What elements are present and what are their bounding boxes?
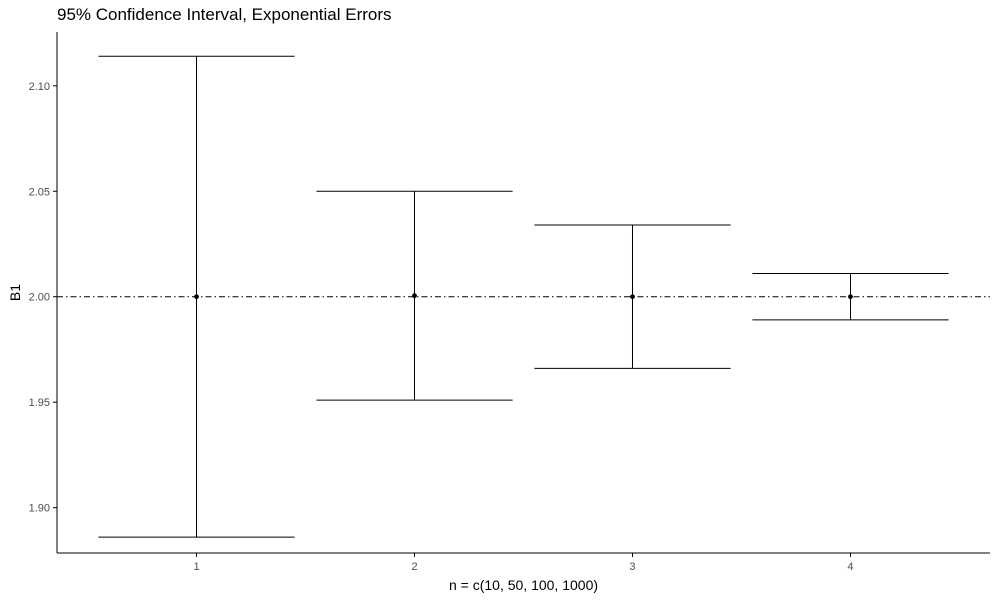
estimate-point [412, 293, 417, 299]
estimate-point [630, 294, 635, 300]
error-bar-3 [534, 224, 731, 369]
y-tick-label: 2.00 [29, 292, 50, 304]
y-tick-label: 2.10 [29, 81, 50, 93]
y-tick-label: 1.90 [29, 503, 50, 515]
error-bar-1 [98, 55, 295, 538]
x-tick-label: 3 [629, 561, 635, 573]
x-tick-label: 4 [847, 561, 853, 573]
error-bars-layer [98, 55, 949, 538]
x-axis-title: n = c(10, 50, 100, 1000) [449, 577, 598, 593]
estimate-point [194, 294, 199, 300]
chart-title: 95% Confidence Interval, Exponential Err… [57, 5, 392, 24]
y-tick-label: 2.05 [29, 186, 50, 198]
y-tick-label: 1.95 [29, 397, 50, 409]
error-bar-4 [752, 273, 949, 321]
x-tick-label: 2 [411, 561, 417, 573]
x-tick-label: 1 [193, 561, 199, 573]
estimate-point [848, 294, 853, 300]
axes-layer: 1.90 1.95 2.00 2.05 2.10 1 2 3 4 [29, 32, 990, 573]
y-axis-title: B1 [7, 284, 23, 301]
error-bar-2 [316, 190, 513, 401]
